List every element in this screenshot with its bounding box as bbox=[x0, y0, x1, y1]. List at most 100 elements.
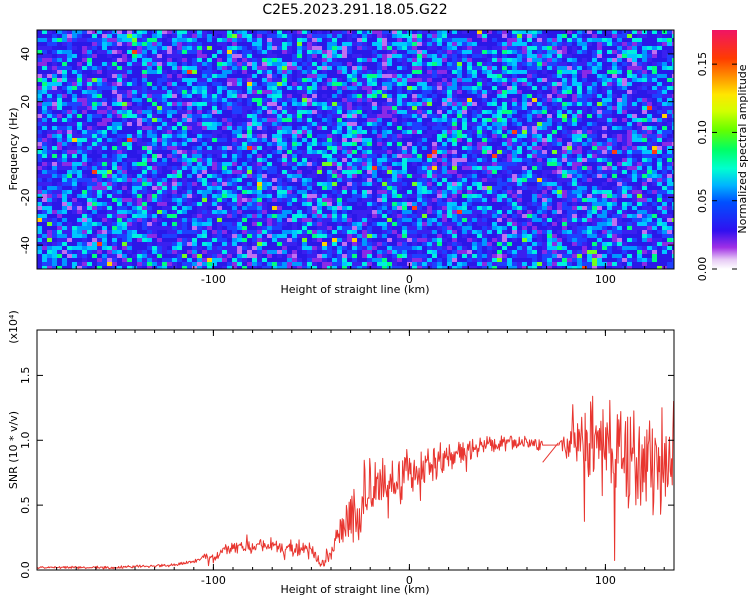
spectrogram-cell bbox=[267, 46, 272, 50]
spectrogram-cell bbox=[632, 54, 637, 58]
spectrogram-cell bbox=[227, 242, 232, 246]
spectrogram-cell bbox=[182, 130, 187, 134]
spectrogram-cell bbox=[232, 142, 237, 146]
spectrogram-cell bbox=[312, 54, 317, 58]
spectrogram-cell bbox=[182, 206, 187, 210]
spectrogram-cell bbox=[482, 142, 487, 146]
spectrogram-cell bbox=[377, 74, 382, 78]
spectrogram-cell bbox=[152, 194, 157, 198]
spectrogram-cell bbox=[572, 114, 577, 118]
spectrogram-cell bbox=[107, 158, 112, 162]
spectrogram-cell bbox=[357, 166, 362, 170]
spectrogram-cell bbox=[42, 122, 47, 126]
spectrogram-cell bbox=[507, 130, 512, 134]
spectrogram-cell bbox=[482, 126, 487, 130]
spectrogram-cell bbox=[452, 122, 457, 126]
spectrogram-cell bbox=[437, 58, 442, 62]
spectrogram-cell bbox=[92, 162, 97, 166]
spectrogram-cell bbox=[367, 94, 372, 98]
spectrogram-cell bbox=[227, 106, 232, 110]
spectrogram-cell bbox=[562, 66, 567, 70]
spectrogram-cell bbox=[652, 54, 657, 58]
spectrogram-cell bbox=[327, 218, 332, 222]
spectrogram-cell bbox=[442, 58, 447, 62]
spectrogram-cell bbox=[442, 86, 447, 90]
spectrogram-cell bbox=[537, 210, 542, 214]
spectrogram-cell bbox=[432, 118, 437, 122]
spectrogram-cell bbox=[442, 194, 447, 198]
spectrogram-cell bbox=[547, 82, 552, 86]
spectrogram-cell bbox=[567, 58, 572, 62]
spectrogram-cell bbox=[382, 34, 387, 38]
spectrogram-cell bbox=[62, 34, 67, 38]
spectrogram-cell bbox=[292, 186, 297, 190]
spectrogram-cell bbox=[512, 226, 517, 230]
spectrogram-cell bbox=[367, 198, 372, 202]
spectrogram-cell bbox=[197, 42, 202, 46]
spectrogram-cell bbox=[177, 150, 182, 154]
spectrogram-cell bbox=[327, 134, 332, 138]
spectrogram-cell bbox=[277, 134, 282, 138]
spectrogram-cell bbox=[392, 210, 397, 214]
spectrogram-cell bbox=[172, 210, 177, 214]
spectrogram-cell bbox=[57, 146, 62, 150]
spectrogram-cell bbox=[337, 70, 342, 74]
spectrogram-cell bbox=[492, 38, 497, 42]
spectrogram-cell bbox=[122, 226, 127, 230]
spectrogram-cell bbox=[632, 106, 637, 110]
spectrogram-cell bbox=[77, 142, 82, 146]
spectrogram-cell bbox=[132, 90, 137, 94]
spectrogram-cell bbox=[47, 74, 52, 78]
spectrogram-cell bbox=[117, 94, 122, 98]
spectrogram-cell bbox=[242, 38, 247, 42]
spectrogram-cell bbox=[397, 42, 402, 46]
spectrogram-cell bbox=[552, 66, 557, 70]
spectrogram-cell bbox=[342, 150, 347, 154]
spectrogram-cell bbox=[237, 30, 242, 34]
spectrogram-cell bbox=[162, 234, 167, 238]
spectrogram-cell bbox=[532, 54, 537, 58]
spectrogram-cell bbox=[192, 98, 197, 102]
spectrogram-cell bbox=[522, 226, 527, 230]
spectrogram-cell bbox=[527, 118, 532, 122]
spectrogram-cell bbox=[567, 182, 572, 186]
spectrogram-cell bbox=[512, 74, 517, 78]
spectrogram-cell bbox=[427, 182, 432, 186]
spectrogram-cell bbox=[517, 102, 522, 106]
spectrogram-cell bbox=[402, 218, 407, 222]
spectrogram-cell bbox=[377, 66, 382, 70]
spectrogram-cell bbox=[142, 66, 147, 70]
spectrogram-cell bbox=[607, 158, 612, 162]
spectrogram-cell bbox=[277, 70, 282, 74]
spectrogram-cell bbox=[332, 78, 337, 82]
spectrogram-cell bbox=[187, 242, 192, 246]
spectrogram-cell bbox=[572, 194, 577, 198]
spectrogram-cell bbox=[232, 150, 237, 154]
spectrogram-cell bbox=[122, 206, 127, 210]
spectrogram-cell bbox=[437, 38, 442, 42]
spectrogram-cell bbox=[102, 218, 107, 222]
spectrogram-cell bbox=[92, 38, 97, 42]
spectrogram-cell bbox=[282, 230, 287, 234]
spectrogram-cell bbox=[237, 38, 242, 42]
spectrogram-cell bbox=[272, 166, 277, 170]
spectrogram-cell bbox=[57, 94, 62, 98]
spectrogram-cell bbox=[407, 86, 412, 90]
spectrogram-cell bbox=[67, 146, 72, 150]
spectrogram-cell bbox=[217, 238, 222, 242]
spectrogram-cell bbox=[102, 134, 107, 138]
spectrogram-cell bbox=[337, 238, 342, 242]
spectrogram-cell bbox=[657, 118, 662, 122]
spectrogram-cell bbox=[157, 154, 162, 158]
spectrogram-cell bbox=[617, 102, 622, 106]
spectrogram-cell bbox=[172, 150, 177, 154]
spectrogram-cell bbox=[437, 122, 442, 126]
spectrogram-cell bbox=[367, 30, 372, 34]
spectrogram-cell bbox=[237, 34, 242, 38]
spectrogram-cell bbox=[572, 230, 577, 234]
spectrogram-cell bbox=[247, 106, 252, 110]
spectrogram-cell bbox=[562, 214, 567, 218]
spectrogram-cell bbox=[197, 214, 202, 218]
spectrogram-cell bbox=[92, 42, 97, 46]
spectrogram-cell bbox=[157, 226, 162, 230]
